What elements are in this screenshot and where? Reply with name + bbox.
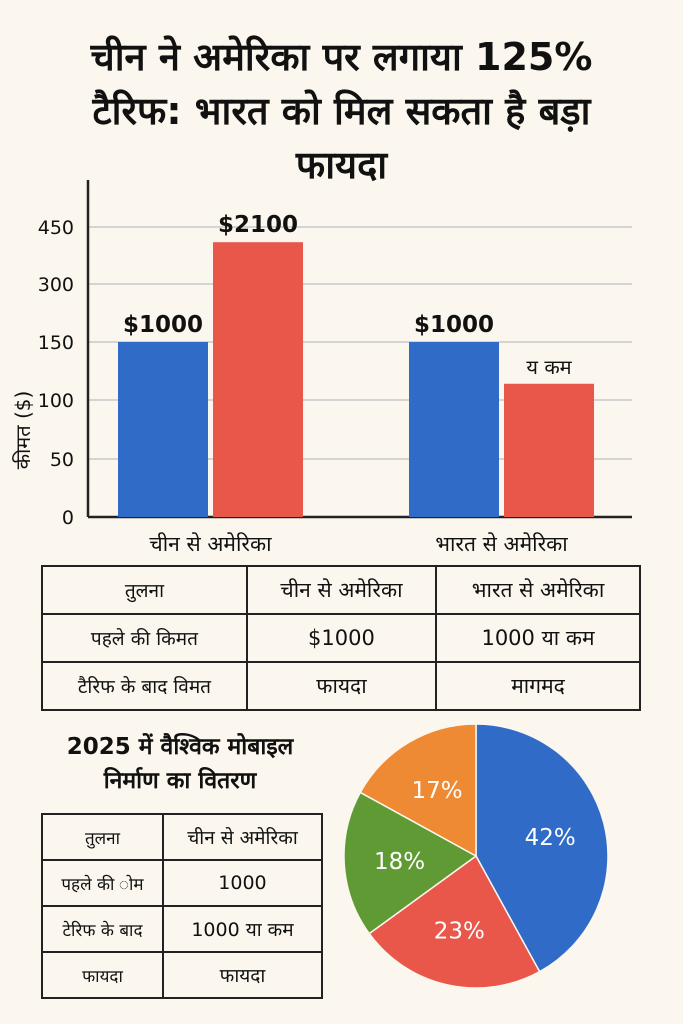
table-cell: चीन से अमेरिका xyxy=(161,813,324,861)
y-axis-label: कीमत ($) xyxy=(11,391,35,470)
bar-data-label: य कम xyxy=(526,355,572,379)
pie-slice-label: 42% xyxy=(525,825,576,851)
pie-slice-label: 17% xyxy=(411,778,462,804)
table-row: टेरिफ के बाद 1000 या कम xyxy=(41,905,324,953)
bar xyxy=(504,383,594,517)
title-line-3: फायदा xyxy=(295,143,388,187)
y-tick-label: 50 xyxy=(50,449,74,471)
y-tick-label: 150 xyxy=(38,332,74,354)
bar-data-label: $2100 xyxy=(218,212,298,238)
comparison-table: तुलना चीन से अमेरिका भारत से अमेरिका पहल… xyxy=(41,565,641,711)
table-row: पहले की किमत $1000 1000 या कम xyxy=(41,613,641,663)
y-tick-label: 300 xyxy=(38,274,74,296)
table-cell: चीन से अमेरिका xyxy=(245,565,438,615)
bar-chart: 0 50 100 150 300 450 कीमत ($) $1000 $2100 चीन से … xyxy=(11,180,632,556)
x-tick-label: चीन से अमेरिका xyxy=(149,532,272,556)
table-cell: 1000 या कम xyxy=(161,905,324,953)
table-cell: पहले की किमत xyxy=(41,613,248,663)
table-row: तुलना चीन से अमेरिका xyxy=(41,813,324,861)
pie-title-line-1: 2025 में वैश्विक मोबाइल xyxy=(66,734,294,760)
bar xyxy=(409,342,499,517)
y-tick-label: 0 xyxy=(62,507,74,529)
title-line-1: चीन ने अमेरिका पर लगाया 125% xyxy=(90,35,593,79)
table-row: पहले की ोम 1000 xyxy=(41,859,324,907)
page-title: चीन ने अमेरिका पर लगाया 125% टैरिफ: भारत… xyxy=(0,30,683,192)
y-tick-label: 450 xyxy=(38,217,74,239)
table-cell: पहले की ोम xyxy=(41,859,164,907)
table-cell: 1000 या कम xyxy=(435,613,641,663)
bar xyxy=(118,342,208,517)
pie-slice xyxy=(359,723,477,858)
pie-slice-label: 23% xyxy=(434,919,485,945)
pie-title-line-2: निर्माण का वितरण xyxy=(103,768,257,794)
table-cell: मागमद xyxy=(435,661,641,711)
bar-data-label: $1000 xyxy=(123,312,203,338)
mini-comparison-table: तुलना चीन से अमेरिका पहले की ोम 1000 टेर… xyxy=(41,813,324,999)
bar xyxy=(213,242,303,517)
table-cell: फायदा xyxy=(245,661,438,711)
table-cell: फायदा xyxy=(161,951,324,999)
pie-slice xyxy=(475,723,609,973)
table-cell: टेरिफ के बाद xyxy=(41,905,164,953)
table-cell: तुलना xyxy=(41,813,164,861)
table-cell: तुलना xyxy=(41,565,248,615)
pie-slice-label: 18% xyxy=(374,849,425,875)
table-cell: भारत से अमेरिका xyxy=(435,565,641,615)
pie-slice xyxy=(368,854,541,989)
y-tick-label: 100 xyxy=(38,390,74,412)
table-row: टैरिफ के बाद विमत फायदा मागमद xyxy=(41,661,641,711)
pie-slice xyxy=(343,791,478,935)
table-row: फायदा फायदा xyxy=(41,951,324,999)
table-cell: फायदा xyxy=(41,951,164,999)
table-cell: 1000 xyxy=(161,859,324,907)
table-row: तुलना चीन से अमेरिका भारत से अमेरिका xyxy=(41,565,641,615)
table-cell: $1000 xyxy=(245,613,438,663)
pie-chart: 42% 23% 18% 17% xyxy=(343,723,609,989)
table-cell: टैरिफ के बाद विमत xyxy=(41,661,248,711)
bar-data-label: $1000 xyxy=(414,312,494,338)
pie-section-title: 2025 में वैश्विक मोबाइल निर्माण का वितरण xyxy=(20,730,340,798)
title-line-2: टैरिफ: भारत को मिल सकता है बड़ा xyxy=(92,89,591,133)
x-tick-label: भारत से अमेरिका xyxy=(435,532,568,556)
